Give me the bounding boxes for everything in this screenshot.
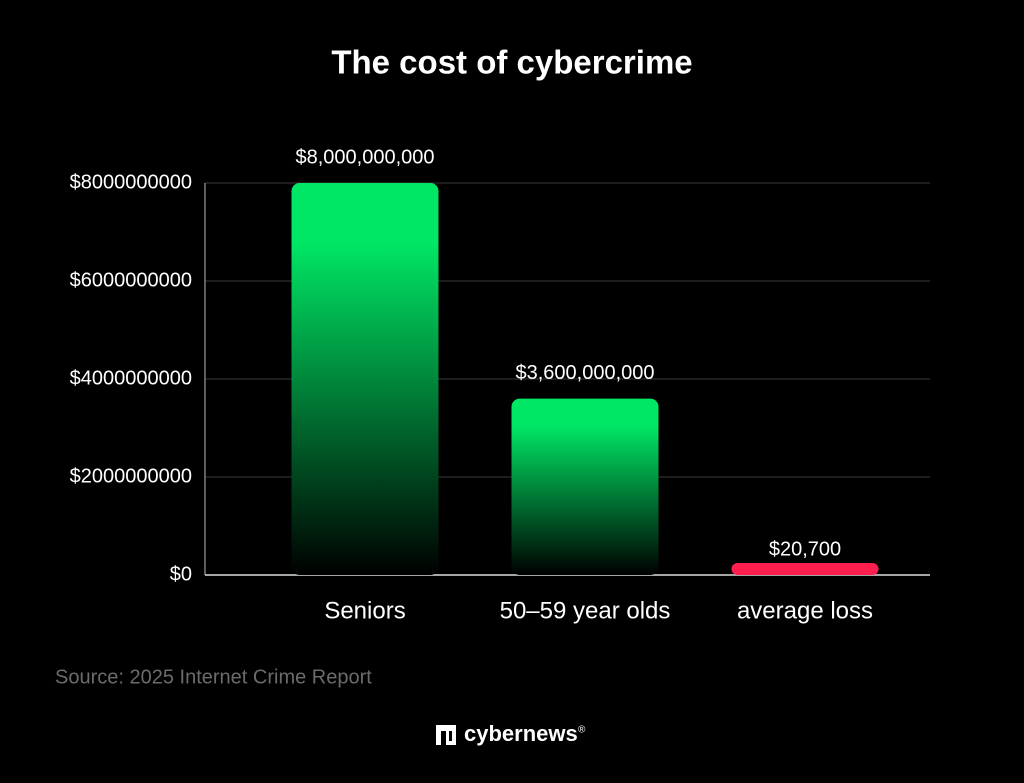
bar bbox=[292, 183, 439, 575]
x-tick-label: Seniors bbox=[324, 597, 405, 624]
chart-title: The cost of cybercrime bbox=[331, 44, 692, 81]
value-label: $8,000,000,000 bbox=[295, 146, 434, 168]
y-tick-label: $0 bbox=[170, 563, 192, 585]
y-tick-label: $4000000000 bbox=[70, 367, 192, 389]
value-label: $3,600,000,000 bbox=[515, 362, 654, 384]
brand-logo: cybernews ® bbox=[436, 721, 586, 746]
y-tick-label: $6000000000 bbox=[70, 269, 192, 291]
logo-icon-cut bbox=[449, 731, 452, 741]
x-tick-label: 50–59 year olds bbox=[500, 597, 671, 624]
source-note: Source: 2025 Internet Crime Report bbox=[55, 666, 372, 688]
logo-icon-cut bbox=[441, 731, 446, 745]
y-tick-label: $8000000000 bbox=[70, 171, 192, 193]
brand-name: cybernews bbox=[464, 721, 578, 746]
y-tick-label: $2000000000 bbox=[70, 465, 192, 487]
bar bbox=[512, 399, 659, 575]
brand-mark: ® bbox=[578, 725, 586, 736]
x-tick-label: average loss bbox=[737, 597, 873, 624]
value-label: $20,700 bbox=[769, 538, 841, 560]
